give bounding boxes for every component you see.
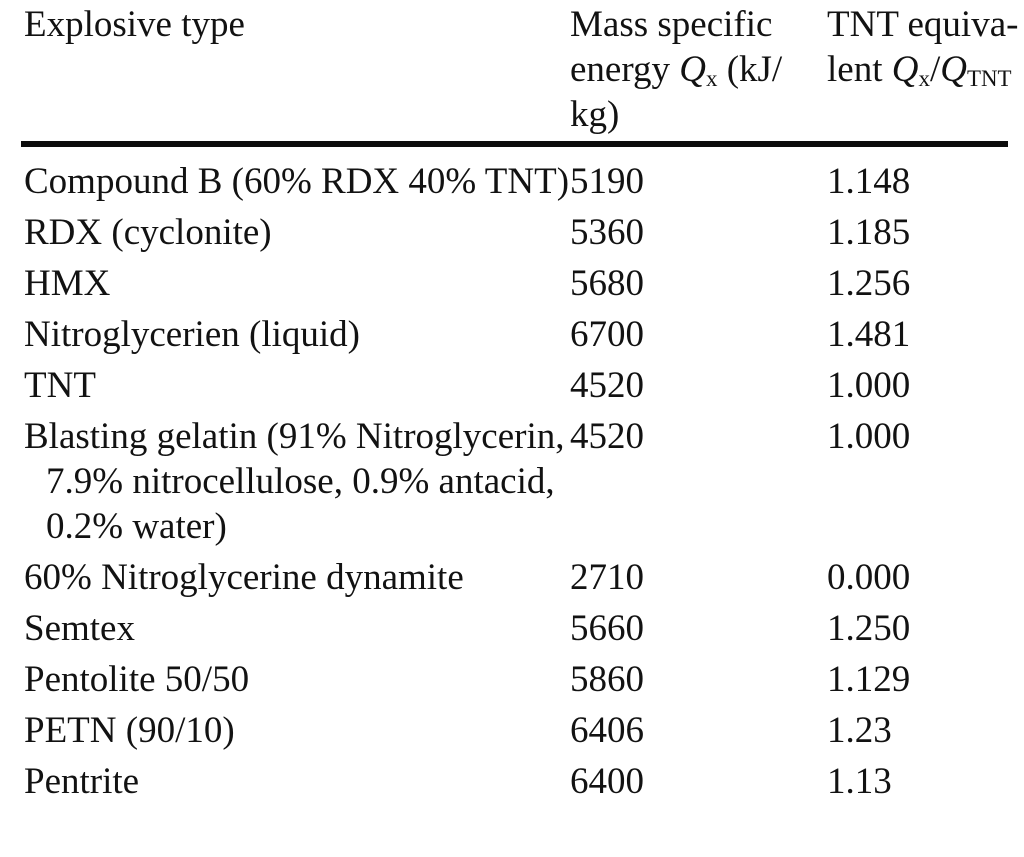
energy-value-cell: 5680: [570, 263, 644, 304]
tnt-equivalent-cell: 1.000: [827, 365, 911, 406]
header-line-3: kg): [570, 92, 827, 137]
tnt-equivalent-cell: 0.000: [827, 557, 911, 598]
table-row: TNT 4520 1.000: [24, 360, 1024, 411]
q-subscript-x: x: [705, 65, 718, 91]
explosive-name: Semtex: [24, 608, 135, 649]
header-text: (kJ/: [717, 49, 783, 90]
explosive-name: Compound B (60% RDX 40% TNT): [24, 161, 570, 202]
table-body: Compound B (60% RDX 40% TNT) 5190 1.148 RDX…: [0, 156, 1024, 807]
explosive-name-cell: Pentolite 50/50: [24, 657, 570, 702]
tnt-equivalent-cell: 1.23: [827, 710, 892, 751]
tnt-equivalent-cell: 1.256: [827, 263, 911, 304]
explosive-name: HMX: [24, 263, 111, 304]
energy-value-cell: 6406: [570, 710, 644, 751]
header-text: kg): [570, 94, 620, 135]
explosive-name: Pentolite 50/50: [24, 659, 250, 700]
tnt-equivalent-cell: 1.481: [827, 314, 911, 355]
explosive-name: Pentrite: [24, 761, 140, 802]
energy-value-cell: 5860: [570, 659, 644, 700]
explosive-name-cell: Nitroglycerien (liquid): [24, 312, 570, 357]
explosive-name: Blasting gelatin (91% Nitroglycerin,: [24, 416, 565, 457]
energy-value-cell: 6700: [570, 314, 644, 355]
energy-value-cell: 4520: [570, 416, 644, 457]
table-row: Compound B (60% RDX 40% TNT) 5190 1.148: [24, 156, 1024, 207]
table-row: HMX 5680 1.256: [24, 258, 1024, 309]
q-symbol: Q: [940, 49, 967, 90]
explosive-name-cell: Pentrite: [24, 759, 570, 804]
energy-value-cell: 5360: [570, 212, 644, 253]
table-row: Pentolite 50/50 5860 1.129: [24, 654, 1024, 705]
explosive-name-continuation: 0.2% water): [46, 506, 227, 547]
tnt-equivalent-cell: 1.13: [827, 761, 892, 802]
header-text: Mass specific: [570, 4, 773, 45]
q-subscript-tnt: TNT: [966, 65, 1012, 91]
header-text: lent: [827, 49, 892, 90]
explosive-name-continuation: 7.9% nitrocellulose, 0.9% antacid,: [46, 461, 555, 502]
tnt-equivalent-cell: 1.000: [827, 416, 911, 457]
explosive-name-cell: Compound B (60% RDX 40% TNT): [24, 159, 570, 204]
explosive-name-cell: TNT: [24, 363, 570, 408]
explosive-name: TNT: [24, 365, 96, 406]
column-header-mass-specific-energy: Mass specific energy Qx (kJ/ kg): [570, 2, 827, 137]
explosive-name-cell: 60% Nitroglycerine dynamite: [24, 555, 570, 600]
energy-value-cell: 6400: [570, 761, 644, 802]
header-line-2: energy Qx (kJ/: [570, 47, 827, 92]
explosive-name-cell: Blasting gelatin (91% Nitroglycerin, 7.9%…: [24, 414, 570, 549]
energy-value-cell: 4520: [570, 365, 644, 406]
tnt-equivalent-cell: 1.129: [827, 659, 911, 700]
table-row: 60% Nitroglycerine dynamite 2710 0.000: [24, 552, 1024, 603]
header-line-2: lent Qx/QTNT: [827, 47, 1012, 92]
header-text: TNT equiva-: [827, 4, 1019, 45]
column-header-tnt-equivalent: TNT equiva- lent Qx/QTNT: [827, 2, 1018, 92]
table-row: Pentrite 6400 1.13: [24, 756, 1024, 807]
explosive-name-cell: PETN (90/10): [24, 708, 570, 753]
energy-value-cell: 5190: [570, 161, 644, 202]
table-row: PETN (90/10) 6406 1.23: [24, 705, 1024, 756]
column-header-explosive-type: Explosive type: [24, 2, 570, 47]
slash-separator: /: [929, 49, 941, 90]
explosive-name: PETN (90/10): [24, 710, 235, 751]
explosive-name: Nitroglycerien (liquid): [24, 314, 360, 355]
explosive-name-cell: RDX (cyclonite): [24, 210, 570, 255]
header-line-1: TNT equiva-: [827, 2, 1018, 47]
table-header-row: Explosive type Mass specific energy Qx (…: [24, 0, 1024, 137]
tnt-equivalent-cell: 1.148: [827, 161, 911, 202]
header-text: Explosive type: [24, 4, 245, 45]
header-line-1: Mass specific: [570, 2, 827, 47]
q-subscript-x: x: [918, 65, 930, 91]
table-row: Semtex 5660 1.250: [24, 603, 1024, 654]
table-row: Nitroglycerien (liquid) 6700 1.481: [24, 309, 1024, 360]
explosive-name: RDX (cyclonite): [24, 212, 272, 253]
explosive-name-cell: HMX: [24, 261, 570, 306]
table-row: Blasting gelatin (91% Nitroglycerin, 7.9%…: [24, 411, 1024, 552]
table-row: RDX (cyclonite) 5360 1.185: [24, 207, 1024, 258]
tnt-equivalent-cell: 1.250: [827, 608, 911, 649]
header-text: energy: [570, 49, 680, 90]
q-symbol: Q: [891, 49, 919, 90]
q-symbol: Q: [679, 49, 706, 90]
explosive-name-cell: Semtex: [24, 606, 570, 651]
tnt-equivalent-cell: 1.185: [827, 212, 911, 253]
energy-value-cell: 2710: [570, 557, 644, 598]
explosive-name: 60% Nitroglycerine dynamite: [24, 557, 464, 598]
header-divider: [21, 141, 1008, 147]
energy-value-cell: 5660: [570, 608, 644, 649]
